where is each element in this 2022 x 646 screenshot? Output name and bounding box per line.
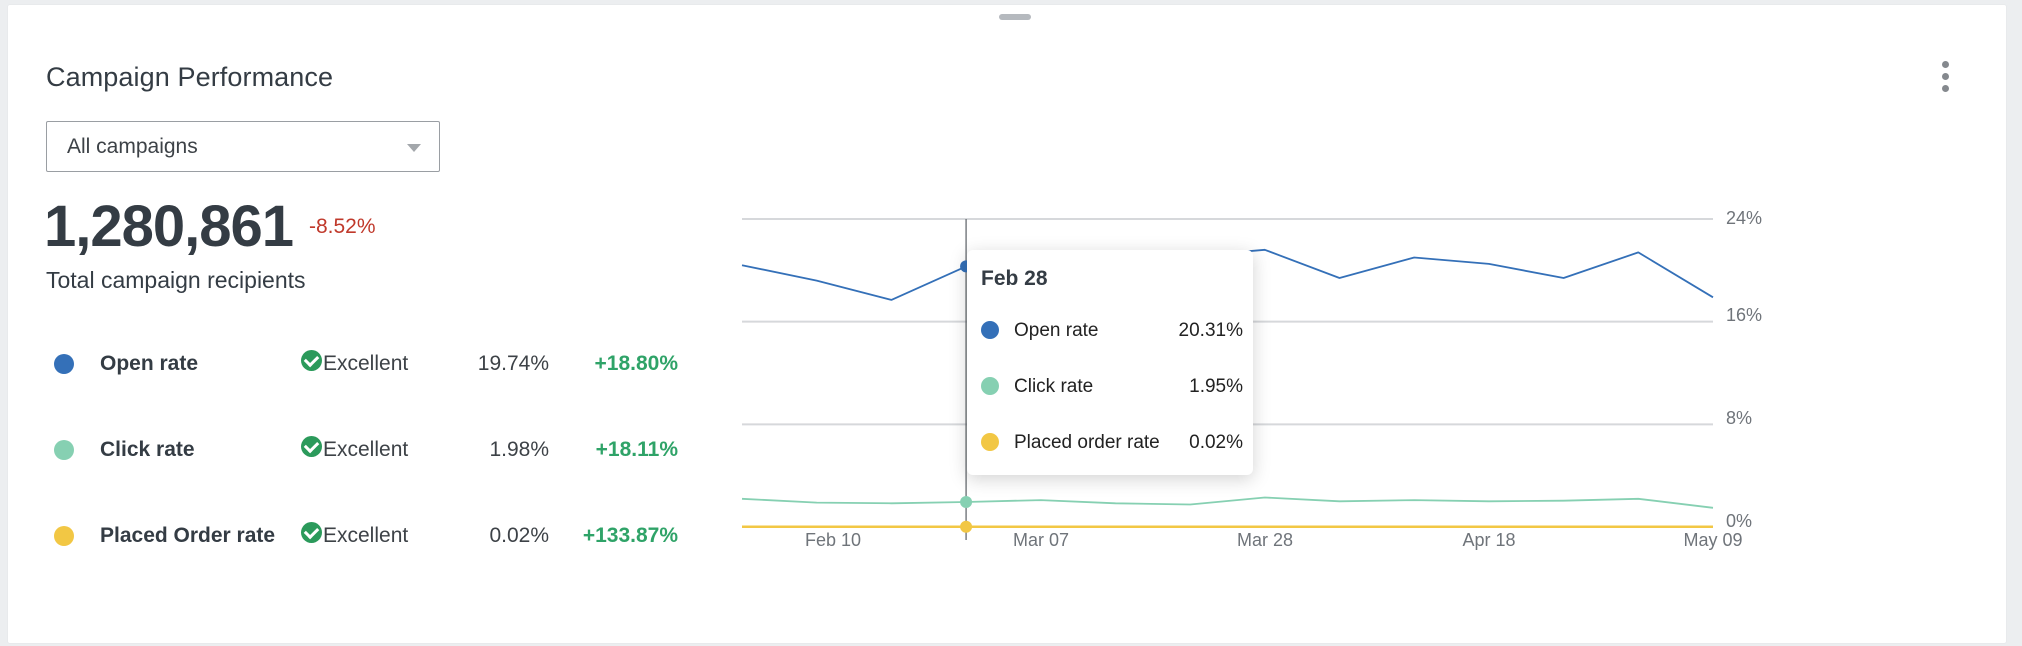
campaign-performance-card: Campaign Performance All campaigns 1,280… [8,5,2006,643]
total-recipients-change: -8.52% [309,215,376,238]
metric-change: +18.80% [594,352,679,375]
status-badge: Excellent [301,349,409,376]
series-dot-icon [54,526,74,546]
metric-row-open-rate: Open rate Excellent 19.74% +18.80% [46,344,686,384]
card-title: Campaign Performance [46,62,334,92]
kebab-menu-icon[interactable] [1936,61,1956,95]
check-circle-icon [301,521,322,543]
metric-name: Click rate [100,438,195,461]
metric-value: 19.74% [477,352,549,375]
total-recipients-value: 1,280,861 [44,194,294,259]
metric-value: 1.98% [489,438,549,461]
metric-change: +133.87% [582,524,678,547]
metric-change: +18.11% [595,438,678,461]
metric-row-click-rate: Click rate Excellent 1.98% +18.11% [46,430,686,470]
status-badge: Excellent [301,435,409,462]
metric-name: Placed Order rate [100,524,276,547]
metric-name: Open rate [100,352,199,375]
series-dot-icon [54,354,74,374]
check-circle-icon [301,435,322,457]
metric-value: 0.02% [489,524,549,547]
campaign-filter-dropdown[interactable]: All campaigns [46,121,440,172]
total-recipients-label: Total campaign recipients [46,267,306,293]
check-circle-icon [301,349,322,371]
status-badge: Excellent [301,521,409,548]
status-label: Excellent [323,438,409,461]
status-label: Excellent [323,524,409,547]
chevron-down-icon [407,144,421,152]
series-dot-icon [54,440,74,460]
status-label: Excellent [323,352,409,375]
dropdown-selected-value: All campaigns [67,135,198,158]
metric-row-placed-order-rate: Placed Order rate Excellent 0.02% +133.8… [46,516,686,556]
drag-handle-icon[interactable] [999,14,1031,20]
